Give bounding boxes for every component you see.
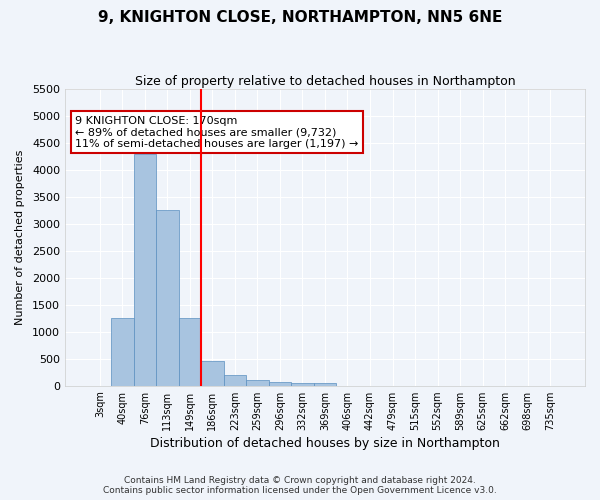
Y-axis label: Number of detached properties: Number of detached properties bbox=[15, 150, 25, 325]
Text: 9 KNIGHTON CLOSE: 170sqm
← 89% of detached houses are smaller (9,732)
11% of sem: 9 KNIGHTON CLOSE: 170sqm ← 89% of detach… bbox=[76, 116, 359, 149]
Text: Contains HM Land Registry data © Crown copyright and database right 2024.
Contai: Contains HM Land Registry data © Crown c… bbox=[103, 476, 497, 495]
Bar bbox=[179, 318, 201, 386]
X-axis label: Distribution of detached houses by size in Northampton: Distribution of detached houses by size … bbox=[150, 437, 500, 450]
Bar bbox=[156, 210, 179, 386]
Bar bbox=[269, 382, 291, 386]
Title: Size of property relative to detached houses in Northampton: Size of property relative to detached ho… bbox=[134, 75, 515, 88]
Bar bbox=[291, 383, 314, 386]
Bar bbox=[134, 154, 156, 386]
Bar bbox=[246, 380, 269, 386]
Bar bbox=[224, 375, 246, 386]
Bar bbox=[201, 362, 224, 386]
Bar bbox=[111, 318, 134, 386]
Bar bbox=[314, 383, 336, 386]
Text: 9, KNIGHTON CLOSE, NORTHAMPTON, NN5 6NE: 9, KNIGHTON CLOSE, NORTHAMPTON, NN5 6NE bbox=[98, 10, 502, 25]
